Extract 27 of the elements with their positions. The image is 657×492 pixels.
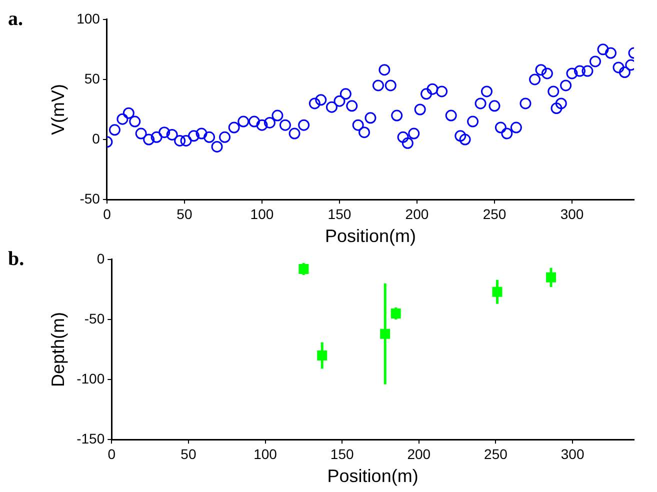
x-axis-title: Position(m) [327, 466, 418, 486]
x-tick-label: 100 [254, 446, 278, 462]
y-axis-title: V(mV) [48, 84, 68, 135]
y-tick-label: -50 [80, 190, 100, 206]
x-tick-label: 50 [176, 206, 192, 222]
x-tick-label: 300 [560, 206, 584, 222]
y-tick-label: 100 [76, 10, 100, 26]
y-tick-label: -100 [76, 370, 105, 386]
y-tick-label: 0 [92, 130, 100, 146]
x-tick-label: 100 [250, 206, 274, 222]
y-tick-label: -150 [76, 430, 105, 446]
x-axis-title: Position(m) [324, 226, 416, 246]
x-tick-label: 0 [108, 446, 116, 462]
x-tick-label: 300 [560, 446, 584, 462]
y-tick-label: 0 [96, 250, 105, 266]
y-axis-title: Depth(m) [48, 312, 68, 388]
y-tick-label: -50 [84, 310, 105, 326]
chart-title: b. [8, 248, 24, 271]
x-tick-label: 50 [180, 446, 196, 462]
x-tick-label: 150 [330, 446, 354, 462]
x-tick-label: 200 [405, 206, 429, 222]
x-tick-label: 250 [482, 206, 506, 222]
x-tick-label: 200 [407, 446, 431, 462]
chart-title: a. [8, 8, 23, 31]
x-tick-label: 150 [328, 206, 352, 222]
y-tick-label: 50 [84, 70, 100, 86]
x-tick-label: 250 [484, 446, 508, 462]
